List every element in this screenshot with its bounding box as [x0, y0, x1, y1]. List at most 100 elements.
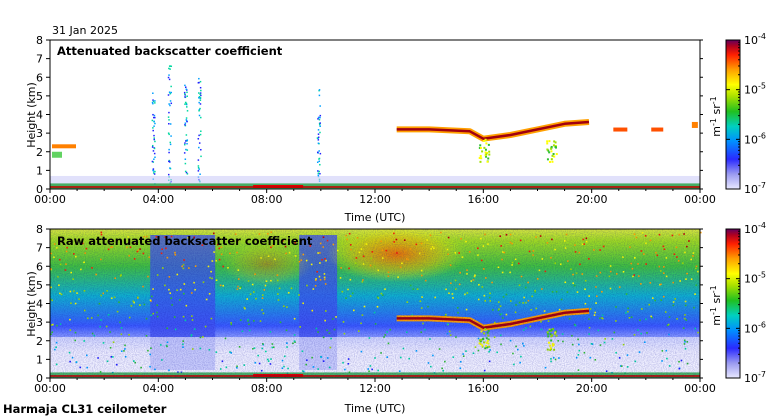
colorbar-tick-exponent: -7: [758, 181, 766, 190]
rain-streak-point: [316, 137, 319, 139]
colorbar-1: 10-410-510-610-7m-1 sr-1: [709, 32, 766, 196]
rain-streak-point: [316, 161, 319, 164]
colorbar-unit-label: m-1 sr-1: [709, 285, 723, 325]
x-tick-label: 08:00: [251, 382, 283, 395]
rain-streak-point: [197, 138, 200, 140]
rain-streak-point: [199, 93, 201, 96]
rain-streak-point: [185, 119, 188, 121]
y-tick-label: 8: [36, 34, 43, 47]
precipitation-point: [550, 145, 553, 148]
surface-layer-base: [50, 186, 700, 188]
precipitation-point: [481, 150, 484, 153]
rain-streak-point: [319, 172, 321, 175]
y-tick-label: 0: [36, 372, 43, 385]
precipitation-point: [484, 155, 487, 158]
precipitation-point: [488, 150, 491, 153]
rain-streak-point: [170, 102, 173, 105]
y-tick-label: 7: [36, 242, 43, 255]
precipitation-point: [548, 140, 551, 143]
rain-streak-point: [152, 150, 155, 152]
rain-streak-point: [186, 142, 188, 145]
rain-streak-point: [185, 148, 187, 151]
x-tick-label: 12:00: [359, 193, 391, 206]
rain-streak-point: [200, 89, 202, 92]
rain-streak-point: [317, 174, 320, 176]
unit-base: sr: [710, 293, 723, 307]
rain-streak-point: [319, 122, 321, 124]
rain-streak-point: [198, 101, 200, 104]
rain-streak-point: [317, 142, 320, 145]
x-tick-label: 20:00: [576, 382, 608, 395]
rain-streak-point: [168, 123, 170, 125]
date-label: 31 Jan 2025: [52, 24, 118, 37]
rain-streak-point: [154, 116, 156, 119]
unit-base: m: [710, 315, 723, 326]
x-tick-label: 00:00: [684, 382, 716, 395]
rain-streak-point: [184, 142, 186, 144]
rain-streak-point: [184, 96, 186, 98]
rain-streak-point: [170, 85, 172, 88]
rain-streak-point: [184, 158, 187, 160]
rain-streak-point: [198, 92, 200, 94]
y-tick-label: 1: [36, 353, 43, 366]
y-tick-label: 3: [36, 316, 43, 329]
precipitation-point: [479, 146, 482, 149]
unit-base: sr: [710, 104, 723, 118]
unit-exponent: -1: [709, 285, 718, 293]
rain-streak-point: [170, 91, 173, 94]
rain-streak-point: [167, 76, 170, 79]
rain-streak-point: [152, 102, 154, 105]
rain-streak-point: [317, 172, 320, 175]
rain-streak-point: [318, 123, 321, 126]
rain-streak-point: [199, 133, 202, 136]
rain-streak-point: [153, 138, 155, 141]
rain-streak-point: [168, 151, 170, 154]
rain-streak-point: [318, 89, 320, 92]
precipitation-point: [485, 153, 488, 156]
rain-streak-point: [184, 103, 186, 105]
rain-streak-point: [318, 150, 320, 152]
rain-streak-point: [152, 170, 155, 172]
rain-streak-point: [152, 169, 154, 171]
rain-streak-point: [168, 119, 170, 121]
y-tick-label: 7: [36, 53, 43, 66]
precipitation-point: [479, 160, 482, 163]
rain-streak-point: [186, 120, 188, 123]
rain-streak-point: [185, 171, 188, 174]
rain-streak-point: [200, 116, 202, 119]
rain-streak-point: [168, 65, 171, 67]
precipitation-point: [486, 160, 489, 163]
rain-streak-point: [153, 116, 155, 119]
rain-streak-point: [152, 168, 155, 170]
rain-streak-point: [184, 94, 186, 96]
rain-streak-point: [317, 116, 320, 119]
rain-streak-point: [319, 163, 321, 166]
rain-streak-point: [184, 170, 187, 173]
unit-exponent: -1: [709, 307, 718, 315]
colorbar-tick-label: 10-6: [744, 320, 766, 335]
rain-streak-point: [184, 124, 186, 126]
rain-streak-point: [168, 160, 170, 163]
rain-streak-point: [199, 80, 202, 83]
rain-streak-point: [186, 149, 189, 151]
rain-streak-point: [200, 130, 202, 132]
colorbar-gradient: [725, 228, 741, 379]
rain-streak-point: [154, 100, 156, 102]
footer-label: Harmaja CL31 ceilometer: [3, 402, 167, 416]
x-tick-label: 16:00: [467, 193, 499, 206]
rain-streak-point: [198, 77, 200, 80]
precipitation-point: [483, 146, 486, 149]
rain-streak-point: [152, 113, 154, 116]
rain-streak-point: [152, 129, 154, 132]
rain-streak-point: [199, 92, 202, 94]
precipitation-point: [550, 150, 553, 153]
cloud-patch: [52, 151, 62, 158]
rain-streak-point: [198, 114, 201, 117]
y-axis-label-2: Height (km): [25, 271, 38, 337]
rain-streak-point: [199, 99, 202, 101]
rain-streak-point: [170, 135, 172, 137]
rain-streak-point: [186, 106, 188, 108]
rain-streak-point: [168, 111, 170, 114]
x-tick-label: 08:00: [251, 193, 283, 206]
colorbar-tick-label: 10-4: [744, 221, 766, 236]
